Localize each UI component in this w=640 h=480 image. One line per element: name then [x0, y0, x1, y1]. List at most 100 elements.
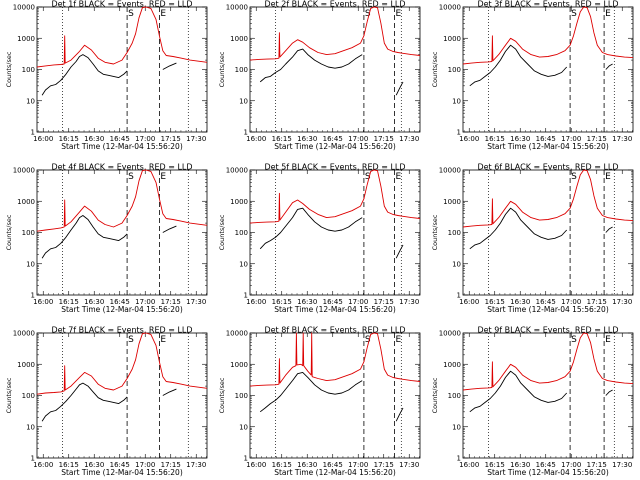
- y-tick-label: 10: [26, 97, 35, 105]
- start-marker: S: [571, 9, 577, 19]
- y-tick-label: 1: [31, 129, 35, 137]
- y-tick-label: 1: [457, 455, 461, 463]
- y-tick-label: 1: [244, 455, 248, 463]
- x-tick-label: 17:15: [587, 461, 607, 469]
- x-tick-label: 17:30: [612, 461, 632, 469]
- x-tick-label: 16:30: [297, 298, 317, 306]
- y-axis-label: Counts/sec: [218, 377, 226, 413]
- events-series-line: [395, 244, 404, 259]
- events-series-line: [469, 44, 568, 87]
- y-tick-label: 100: [22, 66, 35, 74]
- x-tick-label: 16:15: [485, 135, 505, 143]
- end-marker: E: [605, 335, 611, 345]
- x-tick-label: 17:15: [374, 461, 394, 469]
- y-tick-label: 1: [457, 129, 461, 137]
- chart-title: Det 1f BLACK = Events, RED = LLD: [51, 0, 192, 9]
- y-tick-label: 10: [239, 423, 248, 431]
- y-tick-label: 10000: [439, 330, 461, 338]
- x-tick-label: 17:00: [348, 298, 368, 306]
- lld-series-line: [462, 169, 634, 228]
- y-tick-label: 1: [244, 292, 248, 300]
- y-tick-label: 1000: [443, 198, 461, 206]
- x-tick-label: 17:00: [135, 461, 155, 469]
- y-tick-label: 1000: [443, 35, 461, 43]
- y-tick-label: 100: [22, 229, 35, 237]
- x-tick-label: 16:00: [459, 298, 479, 306]
- x-tick-label: 16:00: [246, 298, 266, 306]
- chart-title: Det 6f BLACK = Events, RED = LLD: [477, 163, 618, 172]
- events-series-line: [605, 389, 613, 396]
- x-tick-label: 17:00: [561, 298, 581, 306]
- events-series-line: [41, 54, 128, 96]
- chart-title: Det 3f BLACK = Events, RED = LLD: [477, 0, 618, 9]
- start-marker: S: [128, 9, 134, 19]
- chart-title: Det 7f BLACK = Events, RED = LLD: [51, 326, 192, 335]
- x-tick-label: 17:30: [186, 298, 206, 306]
- y-tick-label: 100: [235, 229, 248, 237]
- lld-series-line: [462, 332, 634, 391]
- events-series-line: [259, 207, 363, 250]
- y-tick-label: 1000: [230, 35, 248, 43]
- x-tick-label: 16:15: [59, 298, 79, 306]
- x-tick-label: 16:45: [110, 135, 130, 143]
- x-tick-label: 17:30: [612, 298, 632, 306]
- y-tick-label: 100: [448, 66, 461, 74]
- x-tick-label: 16:00: [33, 461, 53, 469]
- x-tick-label: 16:00: [459, 135, 479, 143]
- chart-panel-2: Det 2f BLACK = Events, RED = LLD 1 10 100 10…: [218, 0, 421, 151]
- y-tick-label: 1: [457, 292, 461, 300]
- end-marker: E: [396, 335, 402, 345]
- y-tick-label: 100: [235, 392, 248, 400]
- y-tick-label: 10: [452, 97, 461, 105]
- x-tick-label: 17:15: [161, 298, 181, 306]
- y-axis-label: Counts/sec: [431, 51, 439, 87]
- y-axis-label: Counts/sec: [431, 214, 439, 250]
- x-tick-label: 16:15: [272, 135, 292, 143]
- events-series-line: [162, 388, 177, 396]
- y-tick-label: 10: [26, 423, 35, 431]
- end-marker: E: [605, 172, 611, 182]
- x-tick-label: 16:15: [485, 298, 505, 306]
- lld-series-line: [462, 6, 634, 65]
- y-tick-label: 10: [26, 260, 35, 268]
- x-tick-label: 16:15: [59, 135, 79, 143]
- y-tick-label: 10: [239, 97, 248, 105]
- end-marker: E: [605, 9, 611, 19]
- x-tick-label: 16:30: [84, 298, 104, 306]
- chart-panel-9: Det 9f BLACK = Events, RED = LLD 1 10 100 10…: [431, 326, 634, 477]
- y-tick-label: 1000: [443, 361, 461, 369]
- x-axis-label: Start Time (12-Mar-04 15:56:20): [487, 142, 609, 151]
- start-marker: S: [365, 9, 371, 19]
- chart-panel-7: Det 7f BLACK = Events, RED = LLD 1 10 100 10…: [5, 326, 208, 477]
- y-tick-label: 10000: [439, 4, 461, 12]
- y-tick-label: 10000: [13, 330, 35, 338]
- x-tick-label: 16:00: [246, 461, 266, 469]
- y-tick-label: 1: [31, 292, 35, 300]
- x-tick-label: 16:45: [536, 298, 556, 306]
- y-tick-label: 1: [244, 129, 248, 137]
- events-series-line: [395, 407, 404, 422]
- x-tick-label: 17:30: [399, 135, 419, 143]
- start-marker: S: [365, 335, 371, 345]
- chart-panel-8: Det 8f BLACK = Events, RED = LLD 1 10 100 10…: [218, 326, 421, 477]
- x-tick-label: 17:15: [161, 461, 181, 469]
- x-tick-label: 17:30: [186, 461, 206, 469]
- x-tick-label: 17:30: [399, 298, 419, 306]
- x-tick-label: 16:30: [297, 135, 317, 143]
- end-marker: E: [160, 9, 166, 19]
- x-tick-label: 16:15: [272, 461, 292, 469]
- y-tick-label: 100: [448, 229, 461, 237]
- y-tick-label: 100: [22, 392, 35, 400]
- x-axis-label: Start Time (12-Mar-04 15:56:20): [61, 142, 183, 151]
- y-tick-label: 100: [235, 66, 248, 74]
- x-axis-label: Start Time (12-Mar-04 15:56:20): [274, 305, 396, 314]
- start-marker: S: [128, 172, 134, 182]
- x-axis-label: Start Time (12-Mar-04 15:56:20): [487, 468, 609, 477]
- chart-title: Det 4f BLACK = Events, RED = LLD: [51, 163, 192, 172]
- x-tick-label: 17:15: [587, 135, 607, 143]
- x-tick-label: 16:00: [459, 461, 479, 469]
- events-series-line: [605, 63, 613, 70]
- x-tick-label: 16:30: [510, 461, 530, 469]
- x-tick-label: 16:30: [297, 461, 317, 469]
